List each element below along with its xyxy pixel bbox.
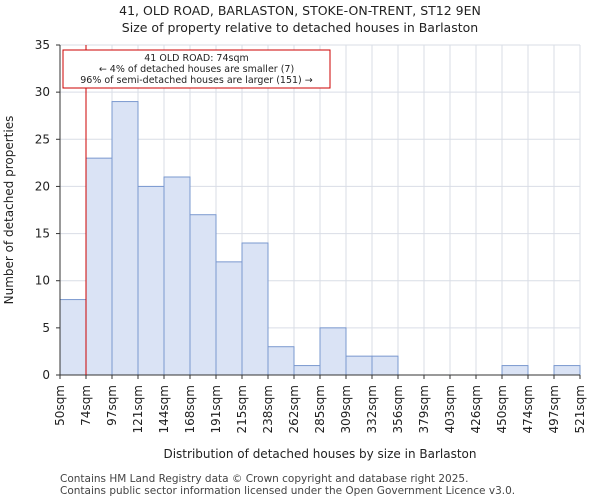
histogram-bar [111,101,139,376]
x-tick-label: 450sqm [495,385,509,433]
x-tick-label: 379sqm [417,385,431,433]
histogram-bar [371,355,399,376]
x-tick-label: 191sqm [209,385,223,433]
x-tick-label: 403sqm [443,385,457,433]
annotation-text: 41 OLD ROAD: 74sqm [144,53,248,64]
y-tick-label: 20 [35,179,50,193]
x-tick-label: 521sqm [573,385,587,433]
x-tick-label: 497sqm [547,385,561,433]
x-tick-label: 285sqm [313,385,327,433]
x-tick-label: 262sqm [287,385,301,433]
histogram-bar [293,365,321,376]
annotation-box [62,49,331,89]
histogram-bar [501,365,529,376]
chart-title-line-1: 41, OLD ROAD, BARLASTON, STOKE-ON-TRENT,… [119,3,481,18]
y-tick-label: 0 [42,368,50,382]
y-tick-label: 15 [35,227,50,241]
x-tick-label: 121sqm [131,385,145,433]
histogram-bar [59,299,87,376]
x-tick-label: 309sqm [339,385,353,433]
histogram-bar [137,185,165,376]
y-tick-label: 25 [35,132,50,146]
y-tick-label: 10 [35,274,50,288]
histogram-bar [163,176,191,376]
x-tick-label: 97sqm [105,385,119,426]
x-tick-label: 474sqm [521,385,535,433]
x-tick-label: 332sqm [365,385,379,433]
histogram-bar [241,242,269,376]
annotation-text: 96% of semi-detached houses are larger (… [80,75,313,86]
x-tick-label: 426sqm [469,385,483,433]
x-tick-label: 50sqm [53,385,67,426]
x-tick-label: 74sqm [79,385,93,426]
annotation-text: ← 4% of detached houses are smaller (7) [99,64,294,75]
y-tick-label: 35 [35,38,50,52]
x-tick-label: 238sqm [261,385,275,433]
x-tick-label: 168sqm [183,385,197,433]
histogram-bar [85,157,113,376]
y-axis-label: Number of detached properties [2,116,16,305]
x-tick-label: 215sqm [235,385,249,433]
y-tick-label: 5 [42,321,50,335]
x-tick-label: 356sqm [391,385,405,433]
footer-line-2: Contains public sector information licen… [60,485,515,497]
x-tick-label: 144sqm [157,385,171,433]
footer-line-1: Contains HM Land Registry data © Crown c… [60,473,468,485]
chart-title-line-2: Size of property relative to detached ho… [122,20,478,35]
axes-layer: 0 5 10 15 20 25 30 35 50sqm 74sqm 97sqm 121sqm 144sq… [35,38,587,433]
histogram-bar [189,214,217,376]
x-axis-label: Distribution of detached houses by size … [163,447,476,461]
histogram-bar [319,327,347,376]
histogram-bar [215,261,243,376]
y-tick-label: 30 [35,85,50,99]
histogram-bar [553,365,581,376]
histogram-bar [267,346,295,376]
bars-layer [59,101,581,376]
histogram-bar [345,355,373,376]
marker-layer: 41 OLD ROAD: 74sqm← 4% of detached house… [62,45,331,375]
